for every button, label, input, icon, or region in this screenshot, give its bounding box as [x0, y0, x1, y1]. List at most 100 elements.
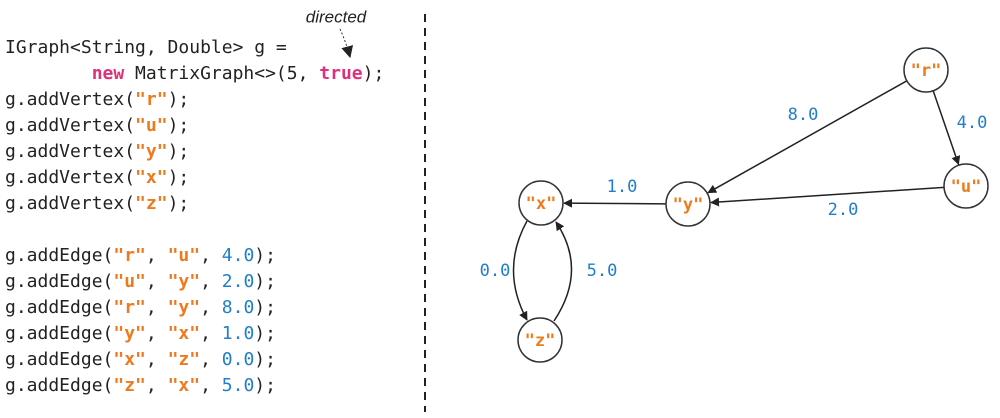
code-plain: ,: [200, 323, 222, 344]
node-label: "y": [673, 195, 704, 215]
edge-label: 8.0: [788, 105, 819, 125]
code-number: 8.0: [222, 297, 255, 318]
edge: [707, 80, 908, 194]
code-plain: g.addVertex(: [5, 141, 135, 162]
edge-label: 1.0: [607, 177, 638, 197]
annotation-arrow: [339, 28, 354, 59]
edge-label: 0.0: [480, 261, 511, 281]
edge-label: 5.0: [587, 261, 618, 281]
code-plain: );: [168, 89, 190, 110]
code-plain: ,: [146, 297, 168, 318]
code-plain: ,: [146, 271, 168, 292]
code-plain: ,: [146, 349, 168, 370]
edge-label: 4.0: [957, 113, 988, 133]
code-plain: );: [254, 375, 276, 396]
code-plain: );: [168, 115, 190, 136]
code-block: IGraph<String, Double> g = new MatrixGra…: [5, 37, 384, 396]
code-plain: ,: [146, 375, 168, 396]
code-line: g.addEdge("u", "y", 2.0);: [5, 271, 276, 292]
code-number: 2.0: [222, 271, 255, 292]
node: [665, 181, 711, 227]
code-plain: );: [254, 245, 276, 266]
code-string: "r": [113, 245, 146, 266]
code-plain: ,: [146, 323, 168, 344]
code-plain: [5, 63, 92, 84]
code-string: "u": [135, 115, 168, 136]
code-line: g.addEdge("x", "z", 0.0);: [5, 349, 276, 370]
code-plain: g.addEdge(: [5, 271, 113, 292]
code-keyword: new: [92, 63, 125, 84]
code-plain: );: [254, 271, 276, 292]
node: [903, 47, 949, 93]
code-plain: g.addEdge(: [5, 297, 113, 318]
annotation: directed: [306, 7, 367, 26]
edge: [932, 90, 961, 166]
code-plain: );: [254, 323, 276, 344]
code-string: "x": [168, 375, 201, 396]
code-line: g.addEdge("z", "x", 5.0);: [5, 375, 276, 396]
code-plain: ,: [200, 375, 222, 396]
code-string: "y": [113, 323, 146, 344]
code-plain: );: [168, 141, 190, 162]
edge: [563, 198, 667, 208]
code-string: "z": [113, 375, 146, 396]
code-plain: g.addVertex(: [5, 89, 135, 110]
code-line: g.addEdge("y", "x", 1.0);: [5, 323, 276, 344]
code-plain: ,: [200, 271, 222, 292]
code-string: "y": [168, 271, 201, 292]
node: [943, 163, 989, 209]
edge: [710, 186, 945, 207]
node-label: "r": [911, 61, 942, 81]
code-plain: g.addEdge(: [5, 349, 113, 370]
code-line: g.addVertex("x");: [5, 167, 189, 188]
code-string: "r": [135, 89, 168, 110]
code-plain: ,: [200, 349, 222, 370]
code-line: g.addEdge("r", "y", 8.0);: [5, 297, 276, 318]
graph: 4.0 2.0 8.0 1.0 0.0 5.0 "r" "u" "y" "x" "z": [480, 47, 989, 363]
code-plain: );: [168, 167, 190, 188]
node-label: "u": [951, 177, 982, 197]
code-plain: g.addEdge(: [5, 375, 113, 396]
code-plain: );: [254, 297, 276, 318]
code-plain: );: [168, 193, 190, 214]
code-plain: ,: [200, 245, 222, 266]
code-string: "z": [135, 193, 168, 214]
code-line: IGraph<String, Double> g =: [5, 37, 287, 58]
code-string: "u": [113, 271, 146, 292]
edge: [553, 221, 573, 322]
code-line: g.addVertex("u");: [5, 115, 189, 136]
code-line: g.addVertex("r");: [5, 89, 189, 110]
code-number: 1.0: [222, 323, 255, 344]
code-string: "y": [135, 141, 168, 162]
code-plain: IGraph<String, Double> g =: [5, 37, 287, 58]
edge-label: 2.0: [828, 200, 859, 220]
code-plain: g.addEdge(: [5, 245, 113, 266]
code-string: "x": [135, 167, 168, 188]
code-plain: ,: [146, 245, 168, 266]
code-string: "x": [113, 349, 146, 370]
code-string: "z": [168, 349, 201, 370]
code-string: "r": [113, 297, 146, 318]
code-plain: g.addVertex(: [5, 193, 135, 214]
code-number: 0.0: [222, 349, 255, 370]
code-number: 4.0: [222, 245, 255, 266]
code-line: new MatrixGraph<>(5, true);: [5, 63, 384, 84]
code-line: g.addEdge("r", "u", 4.0);: [5, 245, 276, 266]
code-plain: g.addVertex(: [5, 115, 135, 136]
code-string: "x": [168, 323, 201, 344]
code-number: 5.0: [222, 375, 255, 396]
code-string: "u": [168, 245, 201, 266]
code-line: g.addVertex("z");: [5, 193, 189, 214]
edge: [512, 220, 528, 321]
node: [517, 317, 563, 363]
code-plain: );: [254, 349, 276, 370]
code-plain: g.addVertex(: [5, 167, 135, 188]
code-plain: );: [363, 63, 385, 84]
code-keyword: true: [319, 63, 363, 84]
node-label: "z": [525, 331, 556, 351]
code-plain: ,: [200, 297, 222, 318]
node: [518, 180, 564, 226]
code-line: g.addVertex("y");: [5, 141, 189, 162]
code-string: "y": [168, 297, 201, 318]
